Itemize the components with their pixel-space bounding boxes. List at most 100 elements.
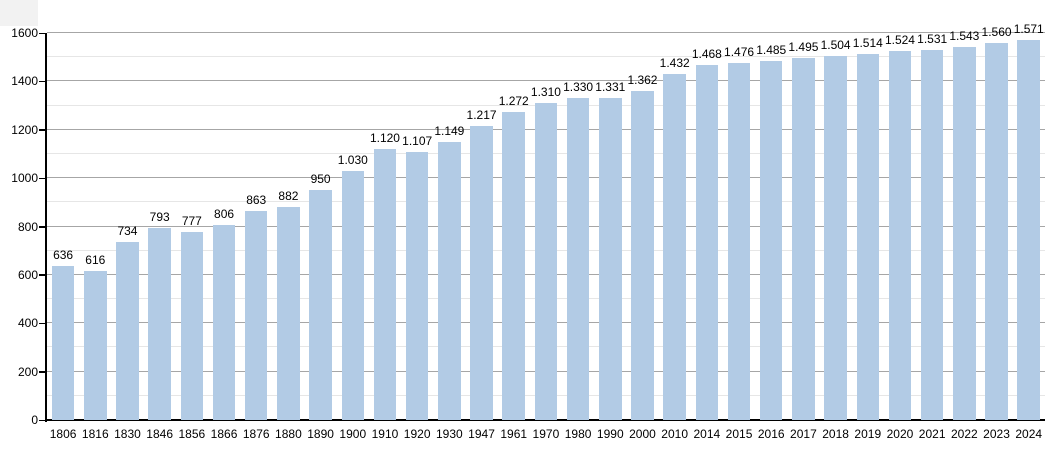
bar-value-label: 950	[310, 172, 331, 187]
bar-slot: 1.107 1920	[401, 33, 433, 441]
bar-value-label: 1.272	[498, 94, 529, 109]
bar-value-label: 882	[278, 188, 299, 203]
bar	[663, 73, 686, 420]
y-axis-line	[45, 33, 47, 422]
bar-slot: 1.331 1990	[594, 33, 626, 441]
major-gridline	[47, 32, 1045, 33]
y-tick-label: 0	[31, 413, 38, 427]
y-tick-label: 400	[17, 316, 38, 331]
bar-slot: 1.362 2000	[626, 33, 658, 441]
bar-slot: 1.485 2016	[755, 33, 787, 441]
x-tick-label: 1947	[468, 427, 495, 441]
bar-value-label: 636	[53, 248, 74, 263]
x-tick-label: 1890	[307, 427, 334, 441]
x-tick-label: 1846	[146, 427, 174, 441]
bar-value-label: 863	[246, 193, 267, 208]
bar	[727, 63, 751, 420]
bar	[759, 60, 783, 420]
bar	[277, 206, 300, 420]
bar-value-label: 1.331	[595, 80, 626, 95]
bar-value-label: 1.362	[627, 72, 658, 87]
x-axis-line	[45, 419, 1045, 421]
bar	[244, 211, 268, 420]
x-tick-label: 2010	[661, 427, 689, 441]
bar-slot: 1.149 1930	[433, 33, 465, 441]
bar	[695, 64, 719, 420]
bar-value-label: 1.330	[563, 80, 594, 95]
bar-slot: 777 1856	[176, 33, 208, 441]
bar-slot: 1.495 2017	[787, 33, 819, 441]
bar	[180, 232, 204, 420]
bar-value-label: 1.476	[724, 45, 755, 59]
bar-slot: 734 1830	[111, 33, 143, 441]
bar	[84, 271, 107, 420]
x-tick-label: 2017	[790, 427, 817, 441]
y-tick-label: 200	[17, 364, 38, 379]
x-tick-label: 1980	[564, 427, 592, 441]
bar-value-label: 806	[214, 207, 235, 222]
bar-slot: 1.468 2014	[691, 33, 723, 441]
bar	[599, 98, 622, 420]
bar	[985, 42, 1008, 420]
x-tick-label: 1880	[275, 427, 302, 441]
bar-slot: 616 1816	[79, 33, 111, 441]
bar	[116, 242, 139, 420]
bars-row: 636 1806 616 1816 734 1830 793 1846 777 1856 806 18…	[47, 23, 1045, 442]
bar-value-label: 1.468	[691, 46, 722, 61]
bar	[534, 103, 558, 420]
x-tick-label: 2022	[950, 427, 978, 441]
x-tick-label: 1806	[49, 427, 77, 441]
x-tick-label: 2018	[822, 427, 849, 441]
y-tick-label: 800	[17, 219, 38, 234]
bar-value-label: 1.524	[884, 33, 915, 48]
y-tick-mark	[39, 129, 46, 131]
x-tick-label: 2024	[1015, 427, 1043, 441]
y-tick-mark	[39, 371, 46, 373]
bar-slot: 1.543 2022	[948, 29, 980, 441]
bar-value-label: 777	[181, 214, 202, 229]
x-tick-label: 2014	[693, 427, 721, 441]
bar	[792, 58, 815, 420]
bar-slot: 1.476 2015	[723, 33, 755, 442]
bar-slot: 1.571 2024	[1013, 23, 1045, 441]
bar	[438, 142, 461, 420]
y-tick-label: 1000	[11, 171, 38, 186]
x-tick-label: 2023	[983, 427, 1010, 441]
y-tick-mark	[39, 419, 46, 421]
bar-slot: 1.432 2010	[659, 33, 691, 441]
bar-value-label: 734	[117, 224, 138, 239]
bar-slot: 1.120 1910	[369, 33, 401, 441]
bar-slot: 1.514 2019	[852, 33, 884, 441]
bar-value-label: 793	[149, 210, 170, 225]
bar-slot: 1.524 2020	[884, 33, 916, 441]
x-tick-label: 2015	[725, 427, 753, 441]
bar	[405, 152, 429, 420]
bar-value-label: 1.310	[530, 85, 561, 100]
y-tick-label: 1400	[11, 74, 38, 89]
bar-slot: 1.030 1900	[337, 33, 369, 441]
plot-area: 636 1806 616 1816 734 1830 793 1846 777 1856 806 18…	[47, 23, 1045, 442]
bar-slot: 1.531 2021	[916, 31, 948, 441]
bar-slot: 882 1880	[272, 33, 304, 441]
bar-slot: 1.504 2018	[820, 33, 852, 441]
x-tick-label: 2020	[886, 427, 914, 441]
x-tick-label: 1830	[114, 427, 141, 441]
y-tick-label: 600	[17, 267, 38, 282]
bar-slot: 1.560 2023	[980, 25, 1012, 441]
bar-value-label: 1.560	[981, 24, 1012, 39]
bar	[373, 149, 397, 420]
y-tick-label: 1600	[11, 26, 38, 40]
x-tick-label: 2019	[854, 427, 882, 441]
x-tick-label: 1900	[339, 427, 367, 441]
bar-value-label: 1.531	[917, 31, 948, 46]
bar-slot: 806 1866	[208, 33, 240, 441]
y-tick-label: 1200	[11, 122, 38, 137]
bar	[953, 46, 976, 420]
y-tick-mark	[39, 322, 46, 325]
bar-value-label: 1.571	[1013, 22, 1044, 37]
x-tick-label: 2016	[757, 427, 785, 441]
bar-value-label: 1.432	[659, 55, 690, 70]
bar-slot: 950 1890	[305, 33, 337, 441]
bar-slot: 636 1806	[47, 33, 79, 441]
